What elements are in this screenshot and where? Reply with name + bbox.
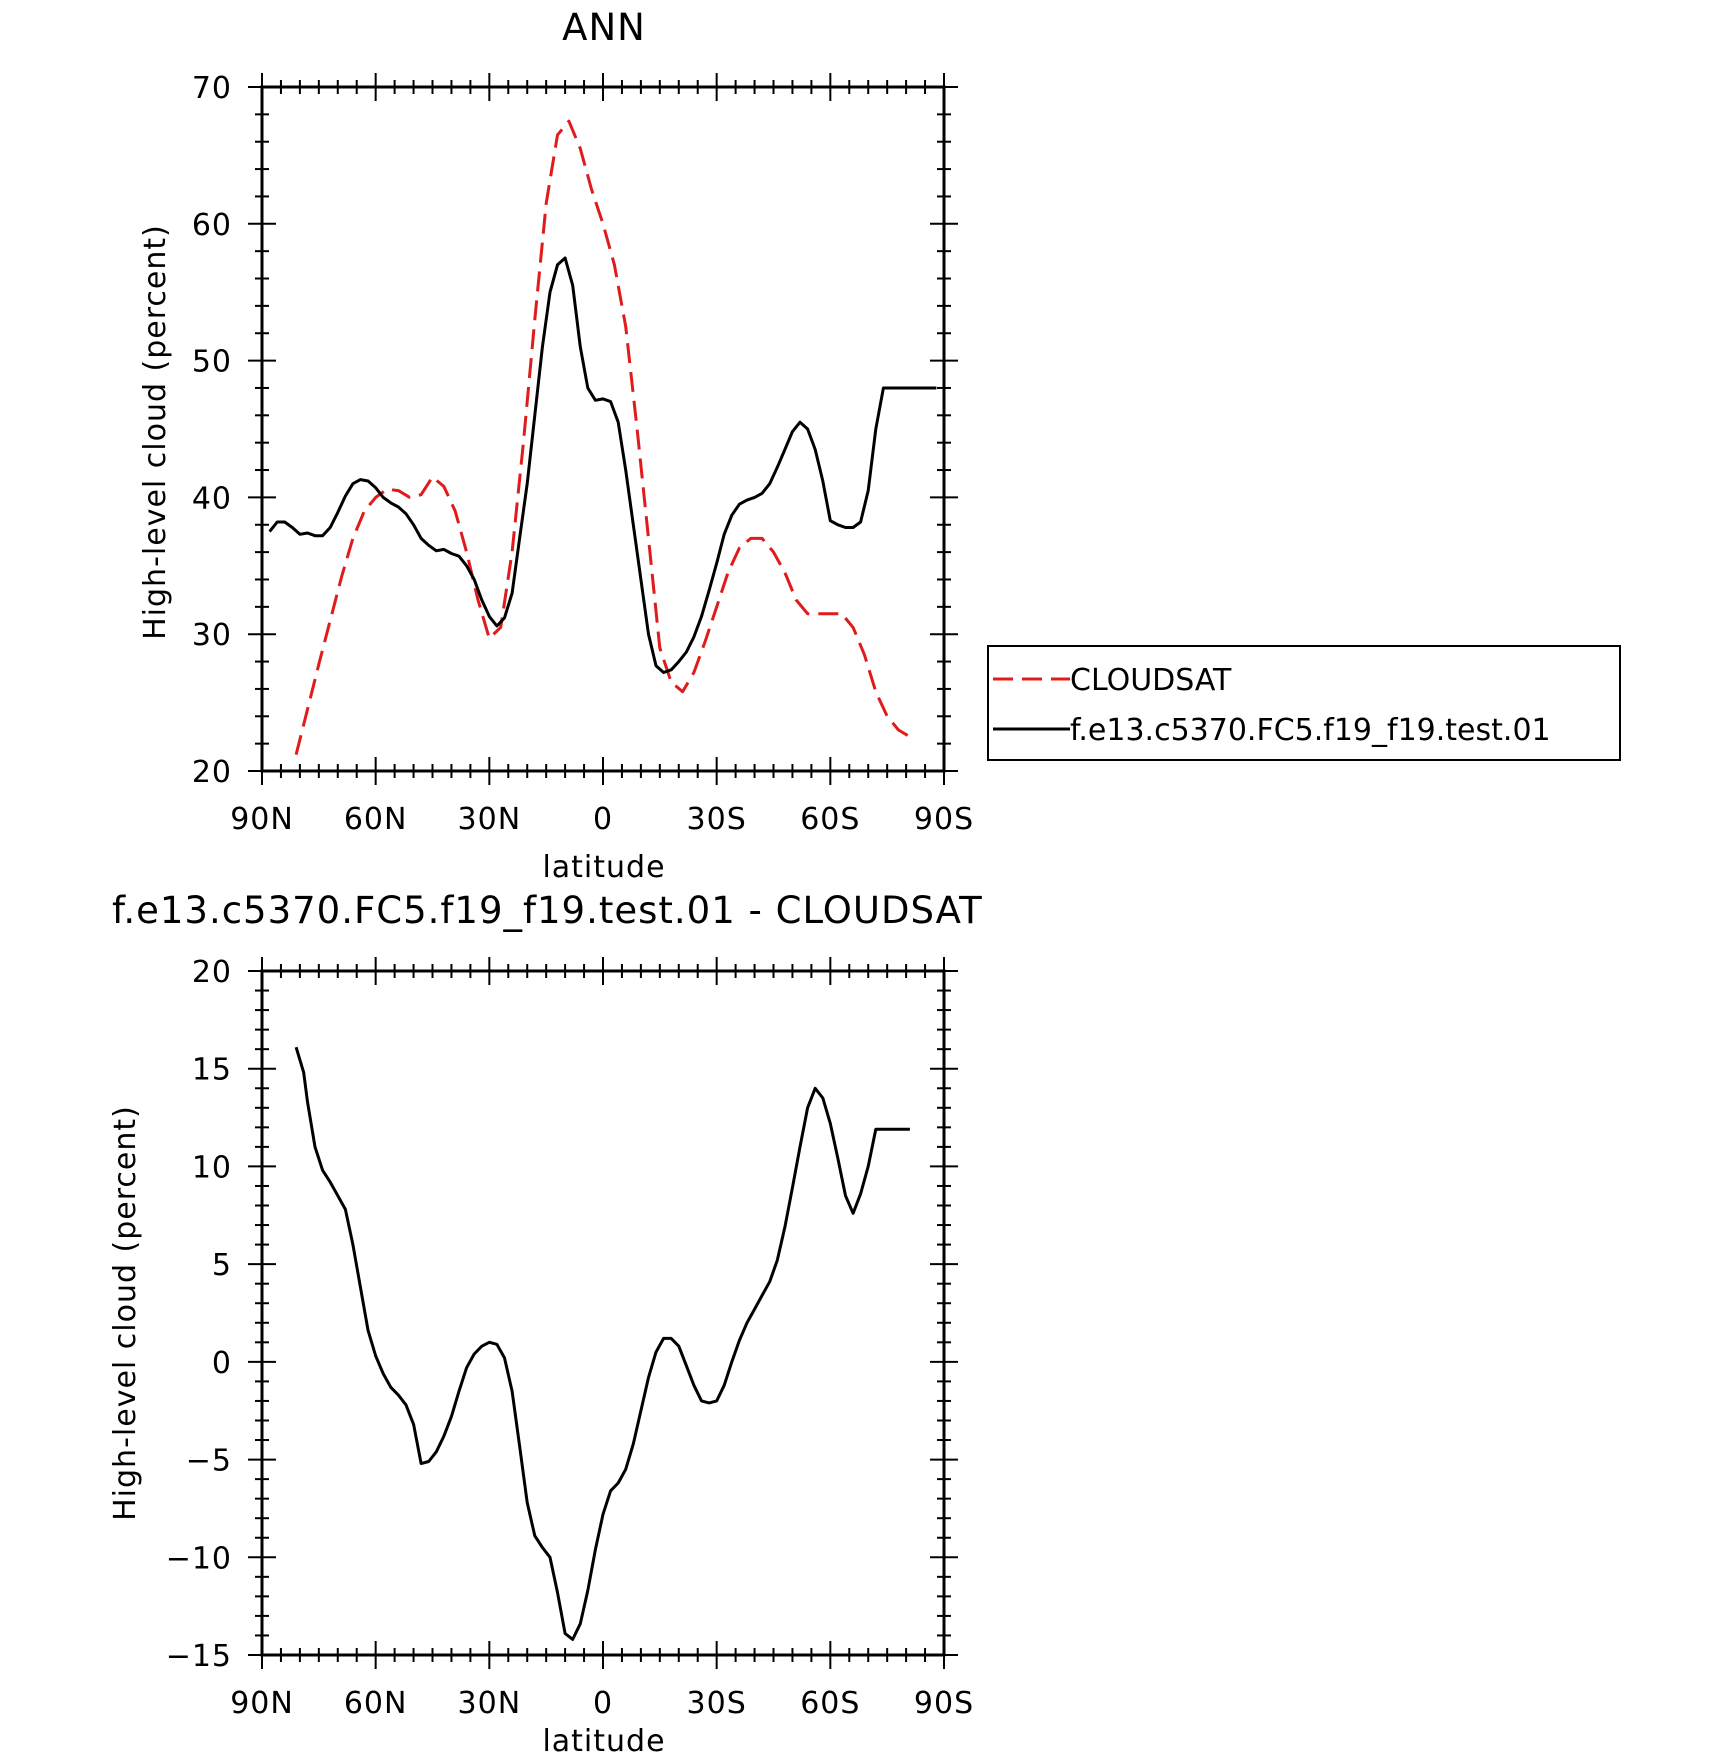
y-tick-label: 60 (192, 208, 232, 243)
top-series-layer (268, 119, 937, 755)
bottom-x-tick-labels: 90N 60N 30N 0 30S 60S 90S (230, 1686, 974, 1721)
x-tick-label: 90S (914, 802, 974, 837)
y-tick-label: 5 (212, 1248, 232, 1283)
x-tick-label: 90N (230, 1686, 294, 1721)
top-y-axis-label: High-level cloud (percent) (138, 224, 173, 640)
x-tick-label: 30N (458, 1686, 522, 1721)
legend-box (987, 645, 1621, 761)
x-tick-label: 60N (344, 802, 408, 837)
y-tick-label: −5 (186, 1444, 232, 1479)
y-tick-label: 10 (192, 1150, 232, 1185)
x-tick-label: 30S (687, 1686, 747, 1721)
x-tick-label: 0 (593, 802, 613, 837)
y-tick-label: 0 (212, 1346, 232, 1381)
x-tick-label: 90S (914, 1686, 974, 1721)
y-tick-label: −10 (166, 1541, 232, 1576)
top-ticks (248, 73, 958, 785)
series-line-1 (268, 256, 937, 674)
legend-label-model: f.e13.c5370.FC5.f19_f19.test.01 (1070, 713, 1551, 748)
y-tick-label: 30 (192, 618, 232, 653)
bottom-panel-title: f.e13.c5370.FC5.f19_f19.test.01 - CLOUDS… (112, 889, 983, 932)
bottom-series-layer (294, 1046, 910, 1641)
top-panel: ANN 90N 60N 30N 0 30S 60S 90S 20 30 40 50 60 70 lat… (138, 6, 974, 885)
top-x-tick-labels: 90N 60N 30N 0 30S 60S 90S (230, 802, 974, 837)
top-panel-title: ANN (562, 6, 646, 49)
x-tick-label: 90N (230, 802, 294, 837)
y-tick-label: 20 (192, 755, 232, 790)
x-tick-label: 60S (800, 1686, 860, 1721)
x-tick-label: 0 (593, 1686, 613, 1721)
y-tick-label: −15 (166, 1639, 232, 1674)
x-tick-label: 30N (458, 802, 522, 837)
difference-series-line (294, 1046, 910, 1641)
top-x-axis-label: latitude (542, 850, 665, 885)
y-tick-label: 20 (192, 955, 232, 990)
bottom-panel: f.e13.c5370.FC5.f19_f19.test.01 - CLOUDS… (108, 889, 983, 1756)
bottom-ticks (248, 957, 958, 1669)
top-y-tick-labels: 20 30 40 50 60 70 (192, 71, 232, 790)
bottom-y-axis-label: High-level cloud (percent) (108, 1105, 143, 1521)
y-tick-label: 40 (192, 481, 232, 516)
legend-label-cloudsat: CLOUDSAT (1070, 663, 1232, 698)
x-tick-label: 60S (800, 802, 860, 837)
y-tick-label: 15 (192, 1053, 232, 1088)
y-tick-label: 70 (192, 71, 232, 106)
x-tick-label: 30S (687, 802, 747, 837)
bottom-y-tick-labels: −15 −10 −5 0 5 10 15 20 (166, 955, 232, 1674)
legend: CLOUDSAT f.e13.c5370.FC5.f19_f19.test.01 (987, 645, 1621, 761)
x-tick-label: 60N (344, 1686, 408, 1721)
bottom-x-axis-label: latitude (542, 1724, 665, 1756)
y-tick-label: 50 (192, 345, 232, 380)
top-plot-frame (260, 85, 946, 773)
series-line-0 (294, 119, 911, 755)
